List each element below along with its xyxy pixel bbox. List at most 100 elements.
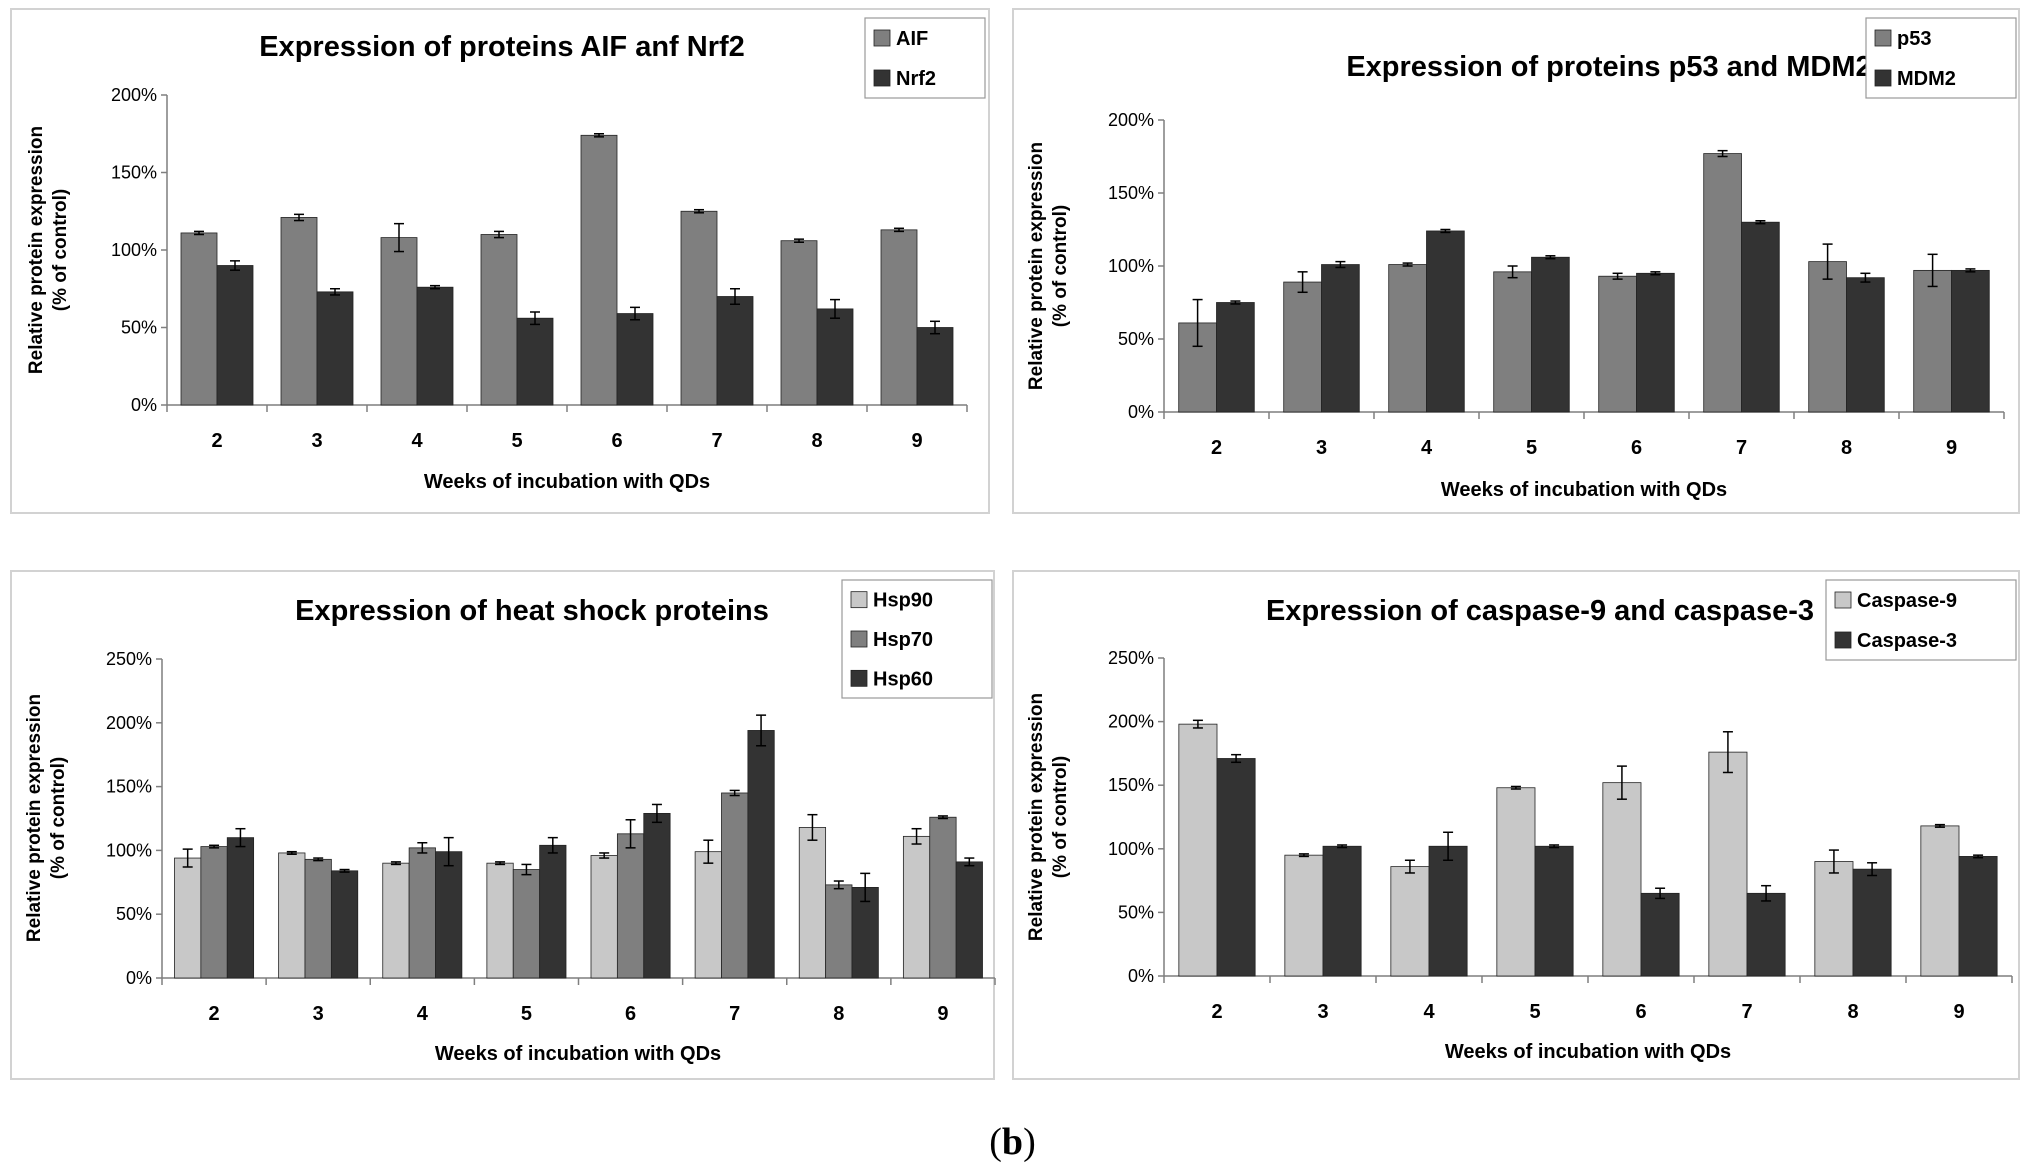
bar-mdm2-week-8 [1846, 277, 1885, 413]
x-tick-label: 3 [313, 1003, 324, 1025]
bar-hsp60-week-7 [747, 730, 775, 979]
x-tick-label: 7 [1741, 1001, 1752, 1023]
bar-nrf2-week-7 [716, 296, 754, 406]
x-tick-label: 7 [1736, 437, 1747, 459]
y-axis-label-line2: (% of control) [48, 757, 69, 879]
bar-mdm2-week-2 [1216, 302, 1255, 413]
x-tick-label: 6 [1635, 1001, 1646, 1023]
legend-swatch-mdm2 [1874, 69, 1892, 87]
bar-hsp70-week-2 [200, 846, 228, 979]
chart-title: Expression of heat shock proteins [295, 595, 769, 627]
y-tick-label: 0% [131, 395, 157, 415]
bar-caspase-9-week-8 [1814, 861, 1854, 977]
y-tick-label: 150% [106, 777, 152, 797]
caption-label: b [1001, 1121, 1024, 1163]
y-axis-label-line1: Relative protein expression [26, 126, 47, 374]
bar-p53-week-6 [1598, 275, 1637, 413]
bar-nrf2-week-6 [616, 313, 654, 406]
legend-swatch-nrf2 [873, 69, 891, 87]
bar-hsp70-week-5 [512, 869, 541, 979]
bar-aif-week-5 [480, 234, 518, 406]
figure-caption: (b) [0, 1120, 2025, 1164]
bar-mdm2-week-5 [1531, 256, 1570, 413]
legend-box [1825, 579, 2017, 661]
y-tick-label: 250% [106, 649, 152, 669]
x-tick-label: 5 [521, 1003, 532, 1025]
bar-caspase-3-week-8 [1852, 868, 1892, 977]
legend-label-mdm2: MDM2 [1897, 68, 1956, 90]
y-axis-label: Relative protein expression (% of control… [26, 126, 71, 374]
legend: p53 MDM2 [1865, 17, 2017, 99]
legend-swatch-hsp60 [850, 669, 868, 687]
chart-panel-caspase: Expression of caspase-9 and caspase-3 0% 5… [1012, 570, 2020, 1080]
y-axis-label-line1: Relative protein expression [1026, 142, 1047, 390]
bar-hsp60-week-2 [226, 837, 255, 979]
legend: Hsp90 Hsp70 Hsp60 [841, 579, 993, 699]
bar-caspase-9-week-7 [1708, 751, 1748, 977]
bar-nrf2-week-4 [416, 286, 454, 406]
chart-title: Expression of proteins AIF anf Nrf2 [259, 31, 745, 63]
chart-panel-heat-shock: Expression of heat shock proteins 0% 50% 10… [10, 570, 996, 1080]
caption-open: ( [989, 1121, 1002, 1163]
legend-swatch-hsp90 [850, 591, 868, 609]
x-tick-label: 3 [1317, 1001, 1328, 1023]
y-tick-label: 100% [106, 840, 152, 860]
bar-caspase-9-week-9 [1920, 825, 1960, 977]
y-tick-label: 150% [1108, 775, 1154, 795]
bar-caspase-3-week-3 [1322, 845, 1362, 977]
x-axis-label: Weeks of incubation with QDs [1441, 479, 1727, 501]
x-tick-label: 4 [1423, 1001, 1435, 1023]
y-tick-label: 100% [111, 240, 157, 260]
bar-hsp70-week-8 [825, 884, 853, 979]
legend-label-hsp70: Hsp70 [873, 629, 933, 651]
chart-panel-aif-nrf2: Expression of proteins AIF anf Nrf2 0% 50%… [10, 8, 990, 514]
x-tick-label: 3 [311, 430, 322, 452]
y-axis-label-line2: (% of control) [50, 189, 71, 311]
bar-hsp90-week-8 [798, 827, 827, 979]
caption-close: ) [1023, 1121, 1036, 1163]
bar-nrf2-week-2 [216, 265, 254, 406]
x-tick-label: 9 [937, 1003, 948, 1025]
x-tick-label: 4 [1421, 437, 1433, 459]
x-tick-label: 8 [1841, 437, 1852, 459]
x-tick-label: 6 [1631, 437, 1642, 459]
y-axis-label-line1: Relative protein expression [24, 694, 45, 942]
x-axis-label: Weeks of incubation with QDs [424, 471, 710, 493]
bar-hsp60-week-4 [435, 851, 463, 979]
y-tick-label: 0% [126, 968, 152, 988]
chart-aif-nrf2: Expression of proteins AIF anf Nrf2 0% 50%… [26, 17, 986, 493]
bar-hsp60-week-5 [539, 844, 567, 979]
bar-hsp90-week-7 [694, 851, 722, 979]
bar-caspase-3-week-7 [1746, 892, 1786, 977]
bar-p53-week-9 [1913, 269, 1952, 413]
x-tick-label: 2 [1211, 1001, 1222, 1023]
legend-swatch-aif [873, 29, 891, 47]
y-tick-label: 200% [111, 85, 157, 105]
bar-aif-week-9 [880, 229, 918, 406]
y-tick-label: 50% [1118, 902, 1154, 922]
x-tick-label: 8 [833, 1003, 844, 1025]
bar-nrf2-week-3 [316, 291, 354, 406]
legend-label-aif: AIF [896, 28, 928, 50]
bar-caspase-9-week-3 [1284, 854, 1324, 977]
x-tick-label: 8 [811, 430, 822, 452]
y-tick-label: 200% [106, 713, 152, 733]
bar-mdm2-week-7 [1741, 221, 1780, 413]
legend-swatch-caspase-9 [1834, 591, 1852, 609]
bar-caspase-9-week-4 [1390, 866, 1430, 977]
chart-title: Expression of proteins p53 and MDM2 [1346, 51, 1871, 83]
x-tick-label: 5 [1529, 1001, 1540, 1023]
x-tick-label: 4 [411, 430, 423, 452]
y-axis-label: Relative protein expression (% of control… [1026, 142, 1071, 390]
bar-hsp70-week-3 [304, 858, 332, 979]
bar-caspase-3-week-5 [1534, 845, 1574, 977]
y-tick-label: 0% [1128, 966, 1154, 986]
bar-hsp60-week-9 [955, 861, 983, 979]
x-tick-label: 8 [1847, 1001, 1858, 1023]
legend-label-hsp90: Hsp90 [873, 590, 933, 612]
chart-caspase: Expression of caspase-9 and caspase-3 0% 5… [1026, 579, 2017, 1063]
y-tick-label: 150% [111, 163, 157, 183]
y-tick-label: 50% [116, 904, 152, 924]
chart-p53-mdm2: Expression of proteins p53 and MDM2 0% 50%… [1026, 17, 2017, 501]
y-axis-label: Relative protein expression (% of control… [1026, 693, 1071, 941]
